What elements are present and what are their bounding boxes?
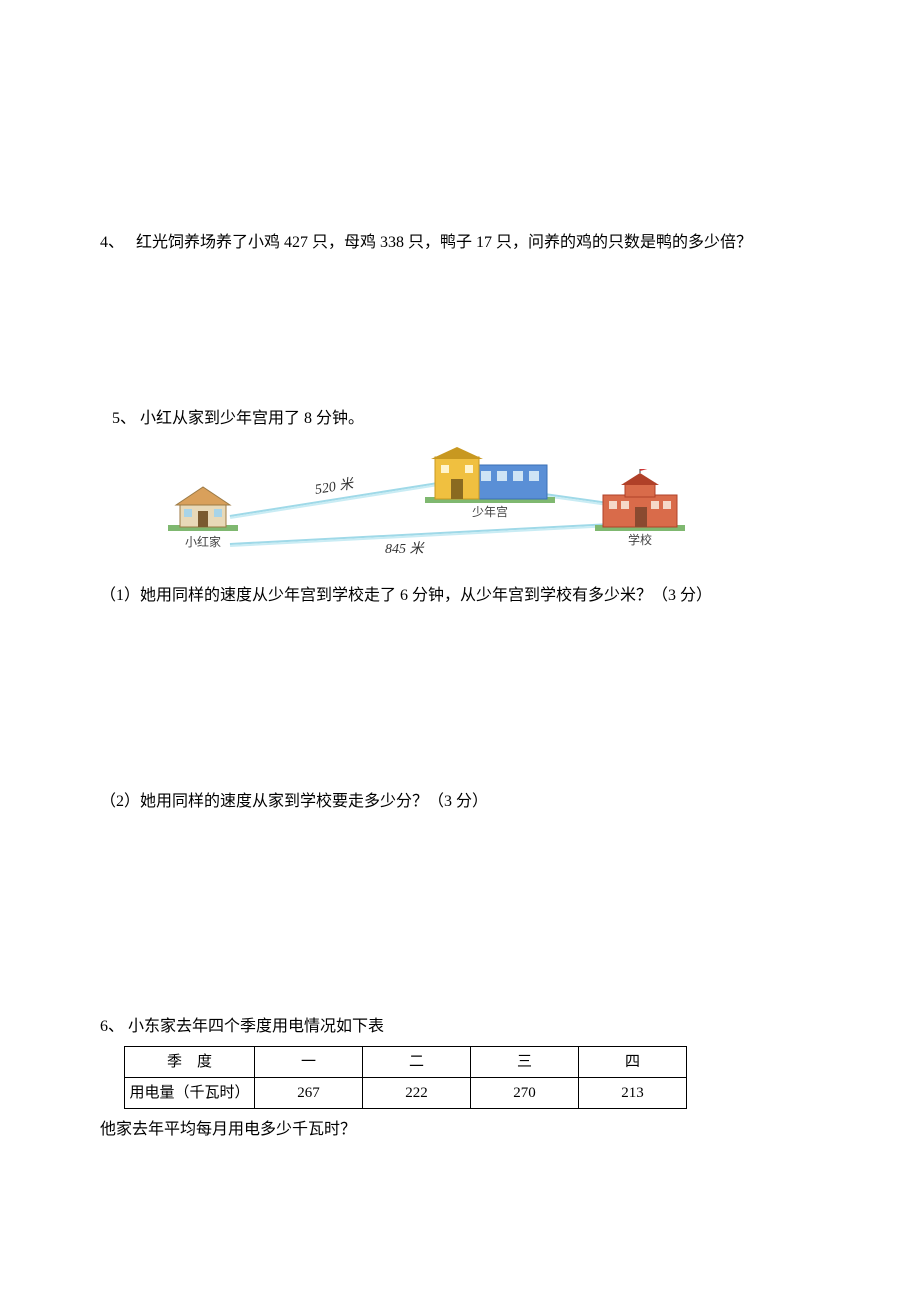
palace-icon: [425, 447, 555, 503]
q4-text: 红光饲养场养了小鸡 427 只，母鸡 338 只，鸭子 17 只，问养的鸡的只数…: [136, 234, 752, 251]
row-label-cell: 用电量（千瓦时）: [125, 1077, 255, 1108]
value-cell-2: 222: [363, 1077, 471, 1108]
route-diagram: 520 米 845 米 小红家: [150, 439, 690, 569]
q6-intro-text: 小东家去年四个季度用电情况如下表: [128, 1018, 384, 1035]
question-6-followup: 他家去年平均每月用电多少千瓦时？: [100, 1117, 820, 1143]
school-label: 学校: [590, 531, 690, 550]
school-icon: [595, 469, 685, 531]
header-label-cell: 季 度: [125, 1046, 255, 1077]
electricity-table: 季 度 一 二 三 四 用电量（千瓦时） 267 222 270 213: [124, 1046, 687, 1109]
value-cell-4: 213: [579, 1077, 687, 1108]
q6-number: 6、: [100, 1018, 124, 1035]
palace-label: 少年宫: [420, 503, 560, 522]
question-5-sub1: （1）她用同样的速度从少年宫到学校走了 6 分钟，从少年宫到学校有多少米？（3 …: [100, 583, 820, 609]
table-row: 用电量（千瓦时） 267 222 270 213: [125, 1077, 687, 1108]
quarter-header-3: 三: [471, 1046, 579, 1077]
school-icon-group: 学校: [590, 469, 690, 550]
value-cell-3: 270: [471, 1077, 579, 1108]
house-label: 小红家: [158, 533, 248, 552]
question-5-intro: 5、 小红从家到少年宫用了 8 分钟。: [112, 406, 820, 432]
house-icon: [168, 483, 238, 533]
table-row: 季 度 一 二 三 四: [125, 1046, 687, 1077]
palace-icon-group: 少年宫: [420, 447, 560, 522]
path-house-to-school: [230, 522, 640, 547]
value-cell-1: 267: [255, 1077, 363, 1108]
question-6-intro: 6、 小东家去年四个季度用电情况如下表: [100, 1014, 820, 1040]
quarter-header-4: 四: [579, 1046, 687, 1077]
house-icon-group: 小红家: [158, 483, 248, 552]
distance-label-845: 845 米: [385, 539, 424, 561]
question-4: 4、 红光饲养场养了小鸡 427 只，母鸡 338 只，鸭子 17 只，问养的鸡…: [100, 230, 820, 256]
q5-number: 5、: [112, 410, 136, 427]
q5-intro-text: 小红从家到少年宫用了 8 分钟。: [140, 410, 364, 427]
q4-number: 4、: [100, 234, 124, 251]
quarter-header-1: 一: [255, 1046, 363, 1077]
question-5-sub2: （2）她用同样的速度从家到学校要走多少分？（3 分）: [100, 789, 820, 815]
quarter-header-2: 二: [363, 1046, 471, 1077]
